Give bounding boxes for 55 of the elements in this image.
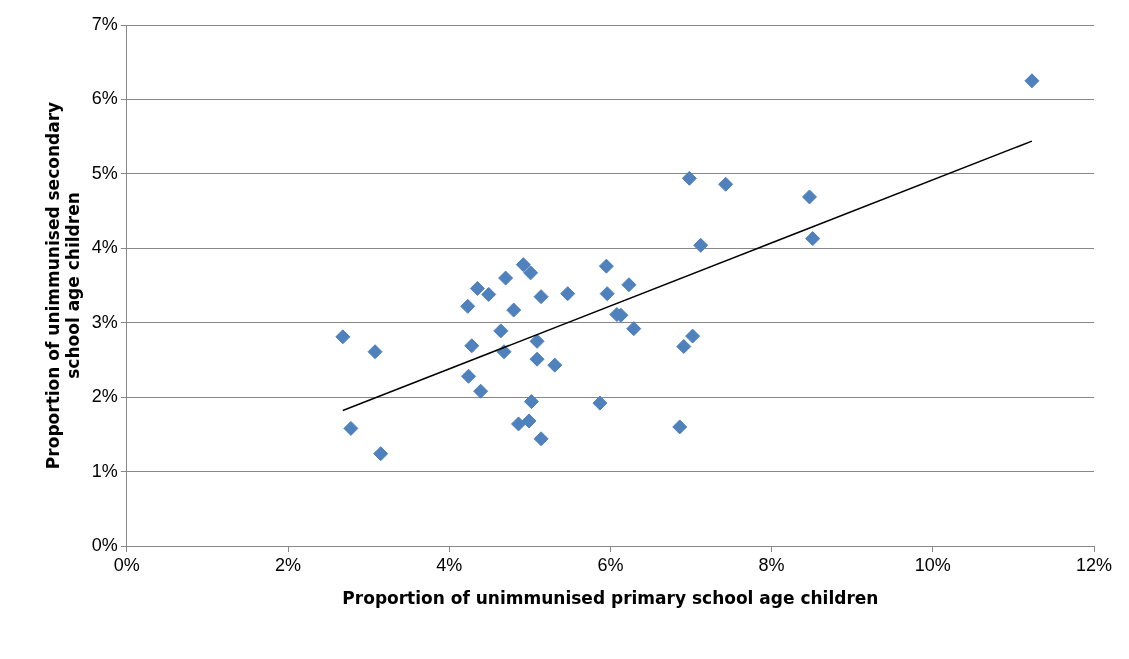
point — [511, 416, 527, 432]
point — [460, 298, 476, 314]
x-tick-label: 12% — [1075, 554, 1113, 575]
point — [676, 339, 692, 355]
y-tick-label: 5% — [91, 162, 118, 183]
point — [547, 357, 563, 373]
y-tick-label: 6% — [91, 88, 118, 109]
y-tick-label: 2% — [91, 386, 118, 407]
point — [523, 265, 539, 281]
point — [367, 344, 383, 360]
point — [481, 286, 497, 302]
point — [343, 420, 359, 436]
point — [498, 270, 514, 286]
point — [560, 286, 576, 302]
point — [529, 351, 545, 367]
x-axis-title: Proportion of unimmunised primary school age children — [342, 588, 879, 609]
point — [521, 413, 537, 429]
point — [672, 419, 688, 435]
point — [598, 258, 614, 274]
point — [469, 280, 485, 296]
point — [464, 338, 480, 354]
x-tick-label: 8% — [758, 554, 785, 575]
y-tick-label: 1% — [91, 460, 118, 481]
point — [693, 237, 709, 253]
point — [626, 321, 642, 337]
point — [335, 329, 351, 345]
point — [461, 368, 477, 384]
y-tick-label: 3% — [91, 311, 118, 332]
point — [506, 302, 522, 318]
x-tick-label: 2% — [275, 554, 302, 575]
x-tick-label: 4% — [436, 554, 463, 575]
point — [718, 176, 734, 192]
point — [493, 323, 509, 339]
point — [681, 170, 697, 186]
point — [515, 257, 531, 273]
point — [621, 277, 637, 293]
point — [473, 383, 489, 399]
x-tick-label: 6% — [597, 554, 624, 575]
point — [523, 394, 539, 410]
point — [805, 231, 821, 247]
point — [533, 289, 549, 305]
point — [1024, 73, 1040, 89]
x-tick-label: 0% — [113, 554, 140, 575]
point — [685, 328, 701, 344]
point — [533, 431, 549, 447]
y-axis-title: Proportion of unimmunised secondary school age children — [42, 101, 84, 470]
point — [373, 446, 389, 462]
point — [599, 286, 615, 302]
x-tick-label: 10% — [914, 554, 951, 575]
point — [801, 189, 817, 205]
y-tick-label: 7% — [91, 13, 118, 34]
y-tick-label: 0% — [91, 534, 118, 555]
point — [529, 333, 545, 349]
y-tick-label: 4% — [91, 237, 118, 258]
point — [592, 395, 608, 411]
